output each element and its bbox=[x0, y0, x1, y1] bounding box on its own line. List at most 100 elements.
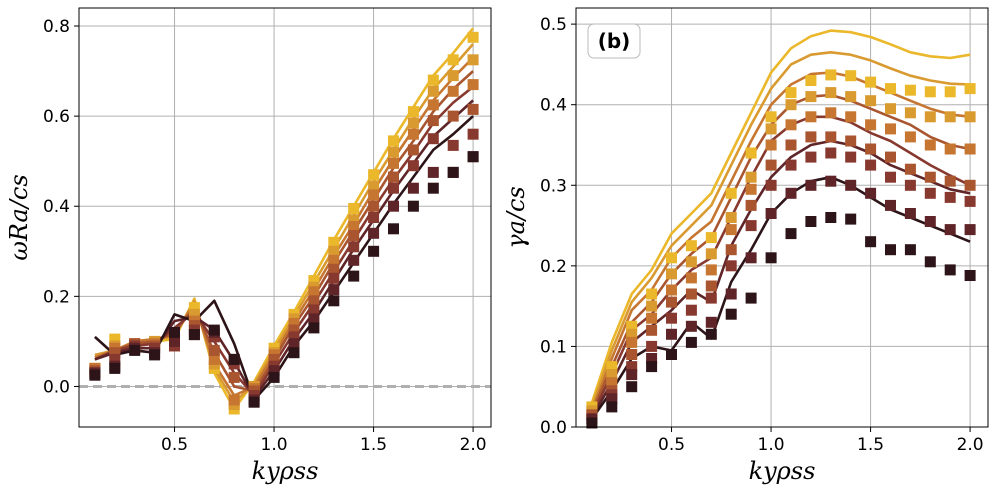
data-point-marker bbox=[705, 232, 717, 244]
data-point-marker bbox=[407, 128, 419, 140]
data-point-marker bbox=[765, 252, 777, 264]
data-point-marker bbox=[865, 236, 877, 248]
data-point-marker bbox=[626, 320, 638, 332]
data-point-marker bbox=[407, 200, 419, 212]
data-point-marker bbox=[328, 245, 340, 257]
data-point-marker bbox=[964, 111, 976, 123]
x-tick-label: 2.0 bbox=[460, 435, 487, 455]
data-point-marker bbox=[308, 322, 320, 334]
data-point-marker bbox=[188, 302, 200, 314]
data-point-marker bbox=[685, 304, 697, 316]
data-point-marker bbox=[745, 199, 757, 211]
data-point-marker bbox=[427, 85, 439, 97]
data-point-marker bbox=[904, 244, 916, 256]
data-point-marker bbox=[427, 74, 439, 86]
x-tick-label: 1.5 bbox=[857, 435, 884, 455]
data-point-marker bbox=[904, 131, 916, 143]
data-point-marker bbox=[447, 166, 459, 178]
data-point-marker bbox=[805, 111, 817, 123]
data-point-marker bbox=[825, 69, 837, 81]
data-point-marker bbox=[368, 180, 380, 192]
y-label-main: ωRa/cs bbox=[5, 174, 33, 260]
data-point-marker bbox=[606, 393, 618, 405]
series-s1 bbox=[590, 29, 971, 404]
data-point-marker bbox=[109, 347, 121, 359]
data-point-marker bbox=[745, 220, 757, 232]
data-point-marker bbox=[885, 171, 896, 183]
data-point-marker bbox=[805, 179, 817, 191]
series-s1-markers bbox=[586, 69, 976, 413]
data-point-marker bbox=[348, 254, 360, 266]
data-point-marker bbox=[626, 349, 638, 360]
data-point-marker bbox=[865, 143, 877, 155]
data-point-marker bbox=[646, 361, 658, 373]
data-point-marker bbox=[188, 308, 200, 320]
data-point-marker bbox=[606, 369, 618, 381]
data-point-marker bbox=[705, 248, 717, 260]
panel-b-label: (b) bbox=[598, 29, 631, 53]
data-point-marker bbox=[845, 135, 857, 147]
panel-b-x-axis-label: kyρss bbox=[749, 457, 816, 485]
data-point-marker bbox=[885, 103, 896, 115]
data-point-marker bbox=[944, 264, 956, 276]
data-point-marker bbox=[845, 151, 857, 163]
data-point-marker bbox=[368, 169, 380, 181]
data-point-marker bbox=[606, 377, 618, 389]
data-point-marker bbox=[685, 256, 697, 268]
data-point-marker bbox=[705, 292, 717, 304]
panel-b-series bbox=[586, 29, 976, 429]
data-point-marker bbox=[745, 252, 757, 264]
data-point-marker bbox=[725, 212, 737, 223]
data-point-marker bbox=[288, 347, 300, 359]
panel-b: 0.5 1.0 1.5 2.0 0.0 0.1 0.2 0.3 0.4 0.5 (b) γa/cs… bbox=[502, 7, 989, 485]
data-point-marker bbox=[845, 179, 857, 191]
data-point-marker bbox=[765, 139, 777, 151]
series-s2-markers bbox=[586, 87, 976, 417]
data-point-marker bbox=[169, 326, 180, 338]
data-point-marker bbox=[368, 189, 380, 201]
series-s2 bbox=[590, 50, 971, 408]
data-point-marker bbox=[467, 79, 479, 91]
data-point-marker bbox=[626, 381, 638, 393]
data-point-marker bbox=[845, 91, 857, 103]
data-point-marker bbox=[149, 349, 161, 361]
data-point-marker bbox=[288, 324, 300, 336]
data-point-marker bbox=[964, 195, 976, 207]
y-tick-label: 0.0 bbox=[540, 418, 567, 438]
x-label-main: kyρss bbox=[749, 457, 816, 485]
data-point-marker bbox=[964, 143, 976, 155]
panel-a-ticks: 0.5 1.0 1.5 2.0 0.0 0.2 0.4 0.6 0.8 bbox=[43, 17, 487, 455]
y-tick-label: 0.6 bbox=[43, 107, 70, 127]
data-point-marker bbox=[308, 304, 320, 316]
y-tick-label: 0.8 bbox=[43, 17, 70, 37]
panel-a-x-axis-label: kyρss bbox=[252, 457, 319, 485]
y-tick-label: 0.4 bbox=[540, 96, 567, 116]
data-point-marker bbox=[666, 284, 677, 296]
data-point-marker bbox=[348, 270, 360, 282]
panel-a: 0.5 1.0 1.5 2.0 0.0 0.2 0.4 0.6 0.8 ωRa/cs kyρss bbox=[5, 7, 492, 485]
data-point-marker bbox=[447, 110, 459, 122]
data-point-marker bbox=[845, 70, 857, 82]
data-point-marker bbox=[248, 396, 260, 408]
data-point-marker bbox=[427, 115, 439, 127]
data-point-marker bbox=[368, 200, 380, 212]
data-point-marker bbox=[785, 159, 797, 171]
data-point-marker bbox=[89, 369, 101, 381]
data-point-marker bbox=[407, 144, 419, 156]
data-point-marker bbox=[586, 417, 598, 429]
series-line bbox=[590, 71, 971, 412]
data-point-marker bbox=[308, 295, 320, 307]
data-point-marker bbox=[705, 328, 717, 340]
data-point-marker bbox=[646, 324, 658, 336]
series-s6-markers bbox=[586, 175, 976, 425]
data-point-marker bbox=[765, 111, 777, 123]
data-point-marker bbox=[208, 324, 220, 336]
y-tick-label: 0.2 bbox=[540, 257, 567, 277]
data-point-marker bbox=[646, 353, 658, 364]
data-point-marker bbox=[825, 107, 837, 119]
data-point-marker bbox=[944, 191, 956, 203]
data-point-marker bbox=[388, 157, 399, 169]
data-point-marker bbox=[865, 95, 877, 107]
data-point-marker bbox=[685, 336, 697, 348]
